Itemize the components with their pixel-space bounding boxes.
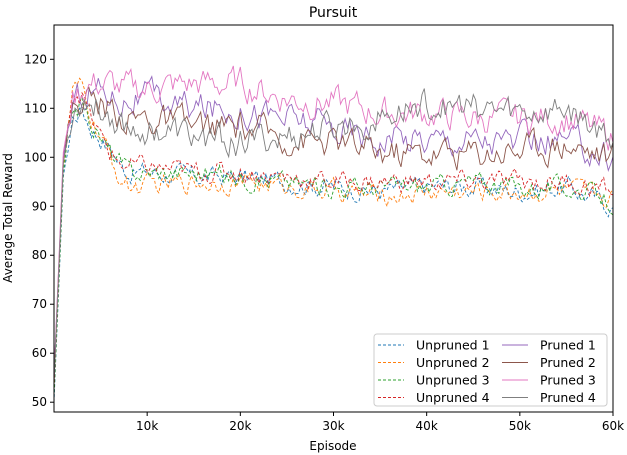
legend-label: Pruned 3 <box>540 373 596 388</box>
series-line-1 <box>54 107 613 403</box>
series-lines <box>54 65 613 403</box>
chart-title: Pursuit <box>309 5 358 21</box>
x-tick-label: 30k <box>322 419 344 433</box>
x-tick-label: 20k <box>229 419 251 433</box>
y-tick-label: 110 <box>24 101 47 115</box>
legend-label: Pruned 1 <box>540 338 596 353</box>
series-line-4 <box>54 91 613 388</box>
y-tick-label: 70 <box>32 297 47 311</box>
x-tick-label: 50k <box>509 419 531 433</box>
legend: Unpruned 1 Unpruned 2 Unpruned 3 Unpruned 4… <box>373 333 608 407</box>
y-tick-label: 60 <box>32 346 47 360</box>
series-line-3 <box>54 96 613 398</box>
legend-label: Pruned 2 <box>540 355 596 370</box>
y-tick-label: 120 <box>24 52 47 66</box>
x-axis-label: Episode <box>309 439 356 453</box>
x-tick-label: 10k <box>136 419 158 433</box>
x-tick-label: 60k <box>602 419 624 433</box>
y-tick-label: 50 <box>32 395 47 409</box>
legend-label: Pruned 4 <box>540 390 596 405</box>
legend-label: Unpruned 2 <box>416 355 490 370</box>
y-tick-label: 100 <box>24 150 47 164</box>
legend-label: Unpruned 4 <box>416 390 490 405</box>
x-tick-label: 40k <box>416 419 438 433</box>
y-axis-label: Average Total Reward <box>1 153 15 283</box>
legend-label: Unpruned 3 <box>416 373 490 388</box>
series-line-7 <box>54 65 613 378</box>
y-tick-label: 90 <box>32 199 47 213</box>
series-line-8 <box>54 88 613 383</box>
axis-ticks: 10k 20k 30k 40k 50k 60k 50 60 70 80 90 100 110 120 <box>24 52 624 433</box>
legend-label: Unpruned 1 <box>416 338 490 353</box>
series-line-6 <box>54 86 613 383</box>
series-line-2 <box>54 77 613 393</box>
legend-frame <box>373 333 608 407</box>
y-tick-label: 80 <box>32 248 47 262</box>
